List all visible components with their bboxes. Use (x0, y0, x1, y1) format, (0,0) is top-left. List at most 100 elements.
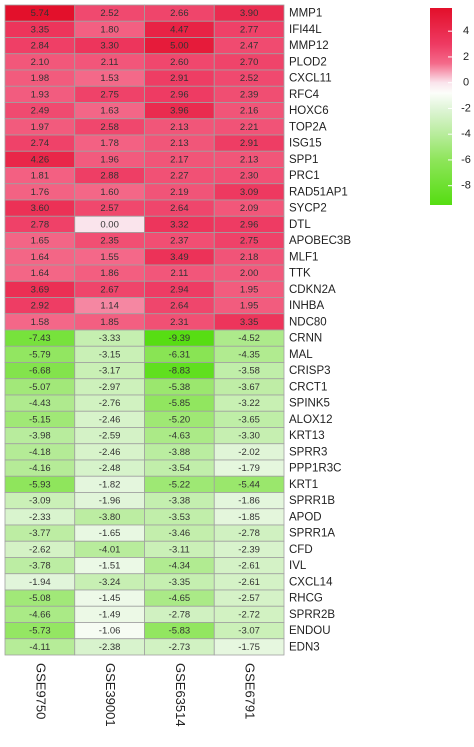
cell-label: 1.65 (31, 236, 50, 247)
cell-label: 2.27 (170, 171, 189, 182)
cell-label: 2.18 (240, 252, 259, 263)
cell-label: 2.91 (240, 138, 259, 149)
row-label: DTL (289, 219, 311, 231)
cell-label: 2.35 (100, 236, 119, 247)
cell-label: -2.57 (238, 593, 260, 604)
cell-label: -3.77 (29, 528, 51, 539)
cell-label: -1.86 (238, 496, 260, 507)
cell-label: -2.73 (169, 642, 191, 653)
row-label: RFC4 (289, 89, 320, 101)
cell-label: -1.49 (99, 609, 121, 620)
cell-label: -4.63 (169, 431, 191, 442)
cell-label: 3.30 (100, 41, 119, 52)
row-label: SPRR2B (289, 609, 335, 621)
cell-label: -2.61 (238, 561, 260, 572)
row-label: MLF1 (289, 251, 318, 263)
cell-label: -4.16 (29, 463, 51, 474)
color-bar-label: 4 (463, 25, 469, 37)
cell-label: -3.22 (238, 398, 260, 409)
cell-label: -4.65 (169, 593, 191, 604)
cell-label: -3.58 (238, 366, 260, 377)
cell-label: -8.83 (169, 366, 191, 377)
cell-label: -1.51 (99, 561, 121, 572)
column-label: GSE9750 (33, 663, 48, 719)
cell-label: -1.65 (99, 528, 121, 539)
cell-label: -1.06 (99, 626, 121, 637)
cell-label: 2.84 (31, 41, 50, 52)
cell-label: -3.07 (238, 626, 260, 637)
cell-label: -5.22 (169, 479, 191, 490)
cell-label: -4.18 (29, 447, 51, 458)
cell-label: -4.35 (238, 349, 260, 360)
cell-label: 2.78 (31, 219, 50, 230)
row-label: PRC1 (289, 170, 320, 182)
cell-label: 1.98 (31, 73, 50, 84)
row-label: ALOX12 (289, 414, 332, 426)
cell-label: 3.96 (170, 106, 189, 117)
cell-label: 1.97 (31, 122, 50, 133)
cell-label: -5.07 (29, 382, 51, 393)
cell-label: -3.67 (238, 382, 260, 393)
cell-label: -2.02 (238, 447, 260, 458)
row-label: ISG15 (289, 138, 322, 150)
cell-label: 1.80 (100, 24, 119, 35)
column-label: GSE63514 (173, 663, 188, 727)
cell-label: 1.53 (100, 73, 119, 84)
cell-label: -2.38 (99, 642, 121, 653)
cell-label: -3.15 (99, 349, 121, 360)
row-label: ENDOU (289, 625, 331, 637)
row-label: PPP1R3C (289, 463, 341, 475)
row-label: CDKN2A (289, 284, 336, 296)
cell-label: 3.35 (31, 24, 50, 35)
cell-label: 3.35 (240, 317, 259, 328)
cell-label: 2.75 (100, 89, 119, 100)
cell-label: 1.55 (100, 252, 119, 263)
cell-label: 5.74 (31, 8, 50, 19)
row-label: APOBEC3B (289, 235, 351, 247)
cell-label: -1.96 (99, 496, 121, 507)
cell-label: -3.54 (169, 463, 191, 474)
row-label: SYCP2 (289, 203, 327, 215)
cell-label: 2.11 (101, 57, 119, 68)
cell-label: 2.21 (240, 122, 259, 133)
row-label: MMP1 (289, 8, 322, 20)
cell-label: -2.76 (99, 398, 121, 409)
cell-label: 2.09 (240, 203, 259, 214)
cell-label: 2.75 (240, 236, 259, 247)
row-label: MMP12 (289, 40, 329, 52)
row-label: CRISP3 (289, 365, 331, 377)
cell-label: 1.95 (240, 284, 259, 295)
color-bar-label: -4 (461, 128, 471, 140)
cell-label: 2.31 (170, 317, 189, 328)
cell-label: 1.81 (31, 171, 50, 182)
cell-label: 2.92 (31, 301, 50, 312)
cell-label: -9.39 (169, 333, 191, 344)
cell-label: 2.19 (170, 187, 189, 198)
cell-label: -4.01 (99, 544, 121, 555)
cell-label: -1.79 (238, 463, 260, 474)
cell-label: 1.78 (100, 138, 119, 149)
cell-label: 2.66 (170, 8, 189, 19)
row-label: RAD51AP1 (289, 186, 348, 198)
cell-label: 2.17 (170, 154, 189, 165)
cell-label: -6.31 (169, 349, 191, 360)
cell-label: -5.85 (169, 398, 191, 409)
cell-label: -3.78 (29, 561, 51, 572)
color-bar-label: -8 (461, 180, 471, 192)
cell-label: 2.13 (170, 138, 189, 149)
cell-label: 3.32 (170, 219, 189, 230)
cell-label: -5.15 (29, 414, 51, 425)
cell-label: -2.48 (99, 463, 121, 474)
row-label: EDN3 (289, 641, 320, 653)
cell-label: 1.60 (100, 187, 119, 198)
cell-label: -5.38 (169, 382, 191, 393)
cell-label: 1.86 (100, 268, 119, 279)
cell-label: -3.30 (238, 431, 260, 442)
cell-label: -3.35 (169, 577, 191, 588)
cell-label: 1.14 (100, 301, 119, 312)
cell-label: 0.00 (100, 219, 119, 230)
cell-label: -2.62 (29, 544, 51, 555)
cell-label: 2.13 (240, 154, 259, 165)
cell-label: -2.46 (99, 447, 121, 458)
cell-label: 2.67 (100, 284, 119, 295)
